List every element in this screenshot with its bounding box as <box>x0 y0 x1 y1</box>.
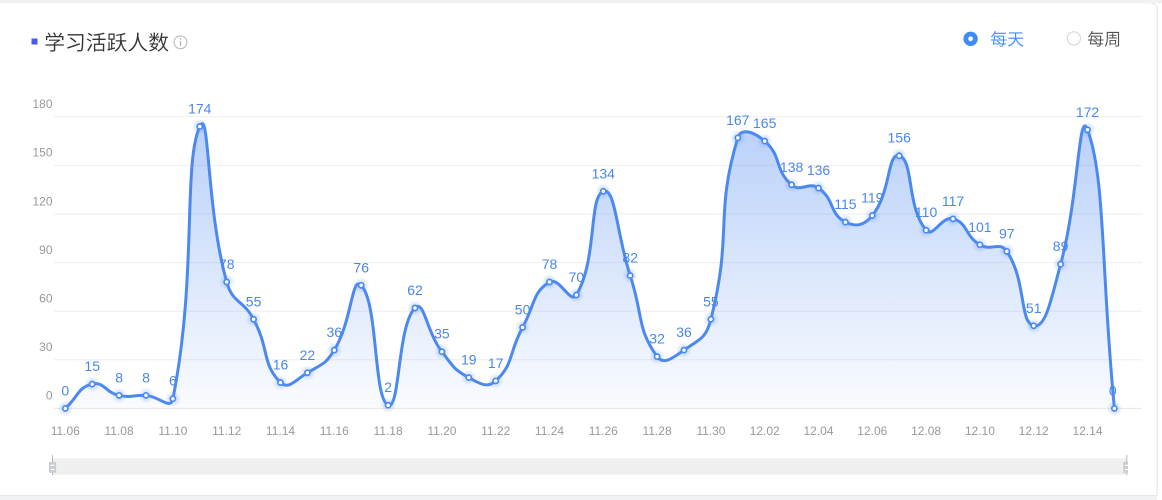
svg-text:19: 19 <box>461 352 477 368</box>
svg-text:117: 117 <box>942 193 965 209</box>
svg-text:90: 90 <box>39 243 53 257</box>
svg-text:11.10: 11.10 <box>158 424 187 438</box>
svg-text:11.12: 11.12 <box>212 424 241 438</box>
svg-text:32: 32 <box>649 331 665 347</box>
svg-text:12.14: 12.14 <box>1072 424 1102 438</box>
svg-text:172: 172 <box>1076 104 1100 120</box>
svg-text:119: 119 <box>861 190 884 206</box>
svg-text:55: 55 <box>703 293 719 309</box>
svg-text:11.30: 11.30 <box>696 424 725 438</box>
svg-text:78: 78 <box>219 256 235 272</box>
svg-text:51: 51 <box>1026 300 1042 316</box>
svg-text:89: 89 <box>1053 238 1069 254</box>
svg-text:16: 16 <box>273 357 289 373</box>
svg-text:134: 134 <box>592 165 616 181</box>
svg-text:17: 17 <box>488 355 504 371</box>
svg-text:167: 167 <box>726 112 750 128</box>
svg-text:11.26: 11.26 <box>589 424 618 438</box>
svg-text:12.06: 12.06 <box>857 424 887 438</box>
svg-text:62: 62 <box>407 282 423 298</box>
svg-text:78: 78 <box>542 256 558 272</box>
svg-text:180: 180 <box>32 97 52 111</box>
svg-text:2: 2 <box>384 379 392 395</box>
svg-text:0: 0 <box>61 382 69 398</box>
svg-text:12.08: 12.08 <box>911 424 941 438</box>
svg-text:120: 120 <box>32 194 52 208</box>
svg-text:36: 36 <box>676 324 692 340</box>
svg-text:6: 6 <box>169 373 177 389</box>
svg-text:174: 174 <box>188 101 212 117</box>
svg-text:0: 0 <box>46 389 53 403</box>
svg-text:101: 101 <box>968 219 992 235</box>
svg-text:11.06: 11.06 <box>51 424 80 438</box>
svg-text:11.16: 11.16 <box>320 424 349 438</box>
svg-text:70: 70 <box>569 269 585 285</box>
svg-text:12.04: 12.04 <box>803 424 833 438</box>
svg-text:22: 22 <box>300 347 316 363</box>
svg-text:150: 150 <box>32 146 52 160</box>
svg-text:11.24: 11.24 <box>535 424 564 438</box>
svg-text:11.14: 11.14 <box>266 424 295 438</box>
svg-text:36: 36 <box>327 324 343 340</box>
svg-text:82: 82 <box>622 250 638 266</box>
svg-text:60: 60 <box>39 292 53 306</box>
svg-text:11.22: 11.22 <box>481 424 510 438</box>
svg-text:97: 97 <box>999 225 1015 241</box>
svg-text:11.20: 11.20 <box>427 424 456 438</box>
svg-text:76: 76 <box>353 259 369 275</box>
svg-text:15: 15 <box>84 358 100 374</box>
svg-text:8: 8 <box>115 369 123 385</box>
svg-text:11.18: 11.18 <box>374 424 403 438</box>
svg-text:110: 110 <box>915 204 938 220</box>
svg-text:12.10: 12.10 <box>965 424 995 438</box>
svg-text:0: 0 <box>1109 382 1117 398</box>
svg-text:12.12: 12.12 <box>1019 424 1049 438</box>
svg-text:138: 138 <box>780 159 804 175</box>
svg-text:11.28: 11.28 <box>643 424 672 438</box>
svg-text:12.02: 12.02 <box>750 424 780 438</box>
svg-text:8: 8 <box>142 369 150 385</box>
svg-text:115: 115 <box>834 196 857 212</box>
svg-text:50: 50 <box>515 301 531 317</box>
svg-text:165: 165 <box>753 115 777 131</box>
svg-text:156: 156 <box>888 130 912 146</box>
svg-text:11.08: 11.08 <box>105 424 134 438</box>
svg-text:30: 30 <box>39 340 53 354</box>
svg-text:136: 136 <box>807 162 831 178</box>
svg-text:55: 55 <box>246 293 262 309</box>
svg-text:35: 35 <box>434 326 450 342</box>
